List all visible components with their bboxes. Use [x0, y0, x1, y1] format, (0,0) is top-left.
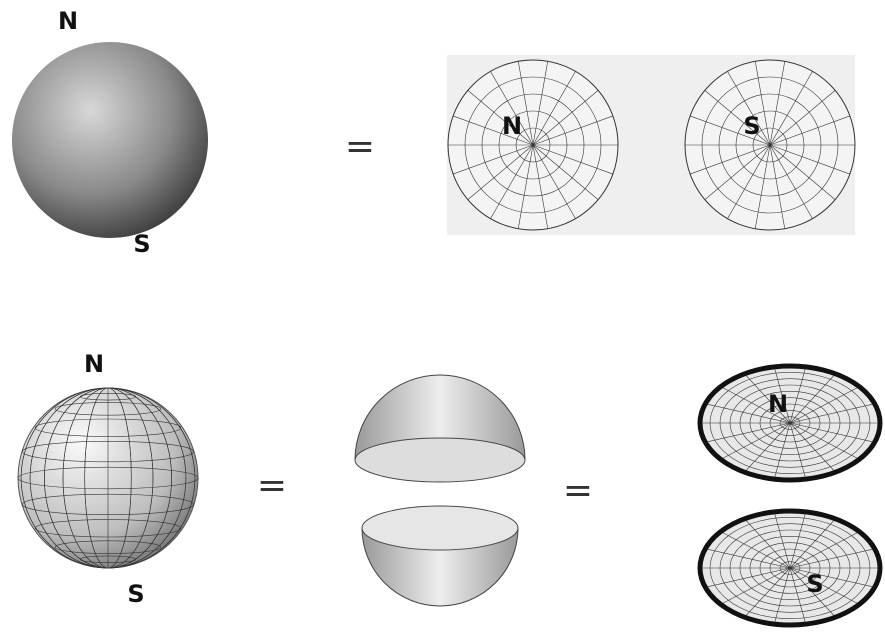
spoke: [722, 532, 791, 569]
spoke: [722, 567, 791, 604]
meridian: [769, 61, 786, 146]
meridian: [467, 144, 534, 200]
meridian: [517, 144, 534, 229]
spoke: [707, 403, 791, 424]
equals-sign: =: [257, 465, 287, 506]
parallel: [54, 402, 162, 416]
meridian: [490, 71, 534, 146]
equals-sign: =: [345, 126, 375, 167]
north-label: N: [502, 112, 522, 140]
meridian: [467, 90, 534, 146]
north-label: N: [768, 390, 788, 418]
spoke: [789, 403, 873, 424]
spoke: [789, 513, 806, 569]
meridian: [20, 387, 196, 569]
spoke: [789, 567, 806, 623]
spoke: [745, 520, 791, 569]
spoke: [789, 567, 858, 604]
spoke: [789, 532, 858, 569]
spoke: [722, 387, 791, 424]
parallel: [34, 519, 182, 538]
hemisphere-rim: [354, 437, 526, 483]
parallel: [34, 418, 182, 437]
parallel: [22, 493, 194, 515]
spoke: [707, 567, 791, 588]
spoke: [707, 422, 791, 443]
meridian: [490, 144, 534, 219]
meridian: [704, 144, 771, 200]
upper-hemisphere: [354, 374, 526, 461]
spoke: [707, 548, 791, 569]
meridian: [517, 61, 534, 146]
spoke: [789, 567, 835, 616]
meridian: [453, 144, 534, 175]
spoke: [745, 422, 791, 471]
spoke: [789, 567, 873, 588]
spoke: [745, 567, 791, 616]
north-label: N: [58, 7, 78, 35]
meridian: [532, 144, 549, 229]
spoke: [774, 567, 791, 623]
parallel: [17, 466, 199, 490]
meridian: [769, 144, 786, 229]
meridian: [769, 115, 850, 146]
meridian: [532, 61, 549, 146]
meridian: [769, 144, 813, 219]
meridian: [690, 115, 771, 146]
meridian: [754, 144, 771, 229]
spoke: [789, 422, 873, 443]
spoke: [774, 513, 791, 569]
spoke: [789, 548, 873, 569]
meridian: [532, 115, 613, 146]
spoke: [789, 422, 835, 471]
equals-sign: =: [563, 470, 593, 511]
north-label: N: [84, 350, 104, 378]
spoke: [789, 422, 858, 459]
meridian: [532, 71, 576, 146]
meridian: [769, 144, 850, 175]
spoke: [745, 375, 791, 424]
meridian: [532, 144, 599, 200]
bowl-rim: [361, 505, 519, 551]
meridian: [754, 61, 771, 146]
spoke: [789, 387, 858, 424]
spoke: [789, 375, 835, 424]
south-label: S: [133, 230, 150, 258]
meridian: [690, 144, 771, 175]
parallel: [22, 441, 194, 463]
spoke: [789, 368, 806, 424]
meridian: [769, 144, 836, 200]
spoke: [774, 368, 791, 424]
meridian: [532, 144, 613, 175]
south-label: S: [743, 112, 760, 140]
meridian: [453, 115, 534, 146]
meridian: [769, 90, 836, 146]
meridian: [704, 90, 771, 146]
spoke: [789, 422, 806, 478]
spoke: [722, 422, 791, 459]
meridian: [727, 144, 771, 219]
south-label: S: [806, 570, 823, 598]
meridian: [532, 144, 576, 219]
meridian: [769, 71, 813, 146]
parallel: [54, 540, 162, 554]
spoke: [789, 520, 835, 569]
spoke: [774, 422, 791, 478]
earth-globe: [12, 42, 208, 238]
layout: [12, 42, 883, 628]
meridian: [532, 90, 599, 146]
meridian: [727, 71, 771, 146]
south-label: S: [127, 580, 144, 608]
